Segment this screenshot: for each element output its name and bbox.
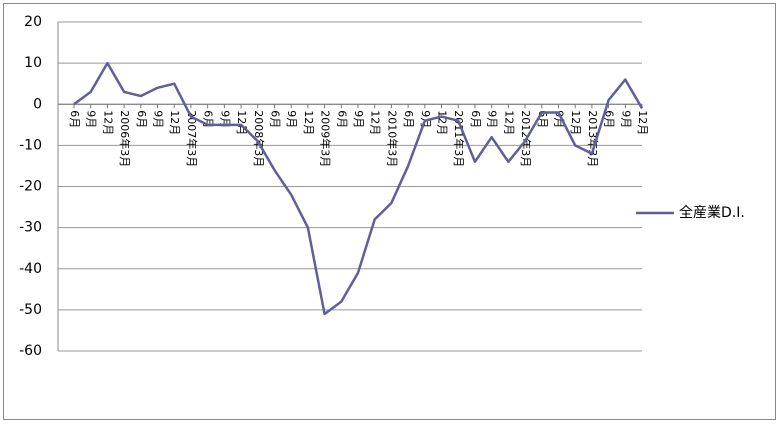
x-tick-label: 9月: [285, 110, 298, 128]
y-tick-label: 20: [24, 14, 42, 30]
x-tick-label: 2006年3月: [118, 110, 132, 167]
y-tick-label: 10: [24, 55, 42, 71]
x-tick-label: 12月: [302, 110, 315, 135]
x-tick-label: 9月: [85, 110, 98, 128]
x-tick-label: 2010年3月: [385, 110, 399, 167]
x-tick-label: 6月: [469, 110, 482, 128]
x-tick-label: 9月: [419, 110, 432, 128]
y-tick-label: -60: [19, 343, 42, 359]
x-tick-label: 9月: [486, 110, 499, 128]
y-tick-label: 0: [33, 96, 42, 112]
x-tick-label: 6月: [68, 110, 81, 128]
x-tick-label: 6月: [135, 110, 148, 128]
x-tick-label: 12月: [436, 110, 449, 135]
data-line: [73, 61, 644, 316]
x-tick-label: 6月: [335, 110, 348, 128]
x-tick-label: 2007年3月: [185, 110, 199, 167]
x-tick-label: 6月: [268, 110, 281, 128]
y-tick-label: -30: [19, 220, 42, 236]
x-tick-label: 2008年3月: [252, 110, 266, 167]
y-tick-label: -40: [19, 261, 42, 277]
y-tick-label: -50: [19, 302, 42, 318]
x-tick-label: 6月: [402, 110, 415, 128]
x-tick-label: 9月: [152, 110, 165, 128]
x-tick-label: 6月: [603, 110, 616, 128]
legend-label: 全産業D.I.: [679, 204, 745, 221]
x-tick-label: 12月: [168, 110, 181, 135]
x-tick-label: 9月: [619, 110, 632, 128]
y-tick-label: -10: [19, 137, 42, 153]
x-tick-label: 12月: [101, 110, 114, 135]
x-tick-label: 2009年3月: [319, 110, 333, 167]
chart-frame: [3, 3, 776, 420]
x-tick-label: 2011年3月: [452, 110, 466, 167]
x-tick-label: 12月: [636, 110, 649, 135]
x-tick-label: 12月: [369, 110, 382, 135]
x-tick-label: 9月: [552, 110, 565, 128]
x-tick-label: 9月: [352, 110, 365, 128]
x-tick-label: 12月: [569, 110, 582, 135]
y-tick-label: -20: [19, 179, 42, 195]
x-tick-label: 12月: [502, 110, 515, 135]
